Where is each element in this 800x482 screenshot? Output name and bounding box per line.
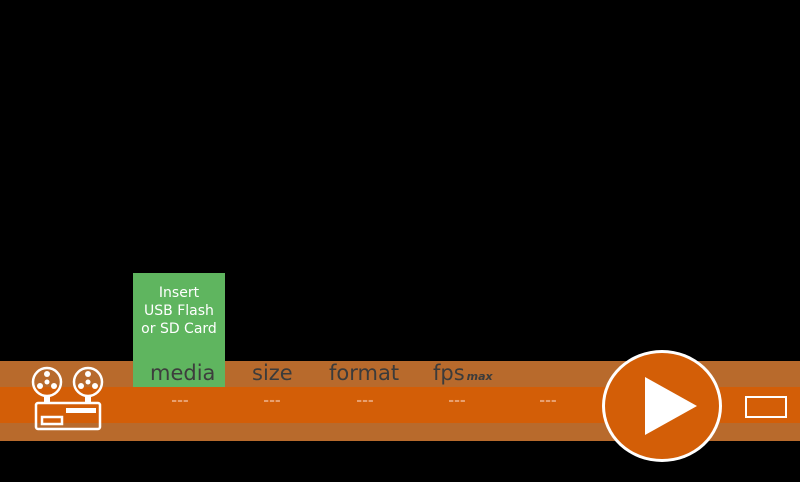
fps-value: ---: [427, 393, 487, 409]
column-header-fps-label: fps: [433, 361, 465, 385]
insert-media-message: Insert USB Flash or SD Card: [133, 284, 225, 338]
film-projector-icon: [20, 365, 110, 435]
column-header-size: size: [252, 360, 293, 386]
size-value: ---: [242, 393, 302, 409]
column-header-format: format: [329, 360, 399, 386]
play-button[interactable]: [601, 349, 723, 463]
media-value: ---: [150, 393, 210, 409]
column-header-fps: fps max: [433, 360, 493, 386]
fullscreen-button[interactable]: [745, 396, 787, 418]
column-header-media: media: [150, 360, 215, 386]
extra-value: ---: [518, 393, 578, 409]
column-header-fps-suffix: max: [467, 370, 493, 383]
format-value: ---: [335, 393, 395, 409]
